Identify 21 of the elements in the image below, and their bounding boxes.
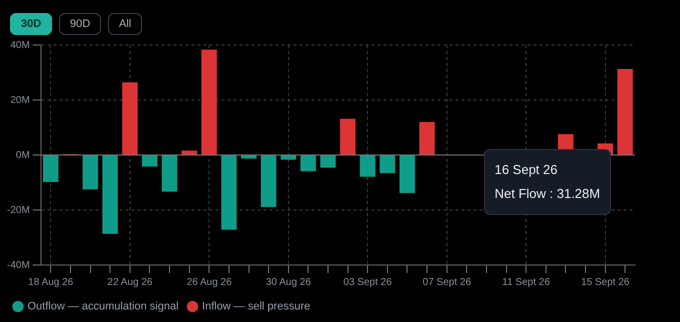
legend-label: Outflow — accumulation signal (28, 300, 179, 313)
legend-label: Inflow — sell pressure (202, 300, 310, 313)
y-tick-label: -20M (6, 204, 30, 216)
annotation: Net Flow : 31.28M (494, 185, 600, 203)
x-tick-label: 15 Sept 26 (581, 276, 630, 288)
y-tick-label: 20M (10, 94, 30, 106)
annotation: 16 Sept 26 (494, 161, 558, 179)
range-button: 90D (59, 13, 102, 35)
y-tick-label: 0M (16, 150, 30, 161)
y-tick-label: -40M (6, 260, 30, 271)
range-button: 30D (10, 13, 52, 35)
range-button: All (108, 13, 142, 35)
tooltip-box: 16 Sept 26 Net Flow : 31.28M (484, 149, 612, 215)
x-tick-label: 30 Aug 26 (266, 276, 312, 288)
x-tick-label: 22 Aug 26 (107, 276, 153, 288)
x-tick-label: 26 Aug 26 (186, 276, 232, 288)
x-tick-label: 07 Sept 26 (422, 276, 472, 288)
x-tick-label: 18 Aug 26 (28, 276, 74, 288)
x-tick-label: 03 Sept 26 (343, 276, 392, 288)
x-tick-label: 11 Sept 26 (502, 276, 550, 288)
y-tick-label: 40M (10, 40, 30, 51)
